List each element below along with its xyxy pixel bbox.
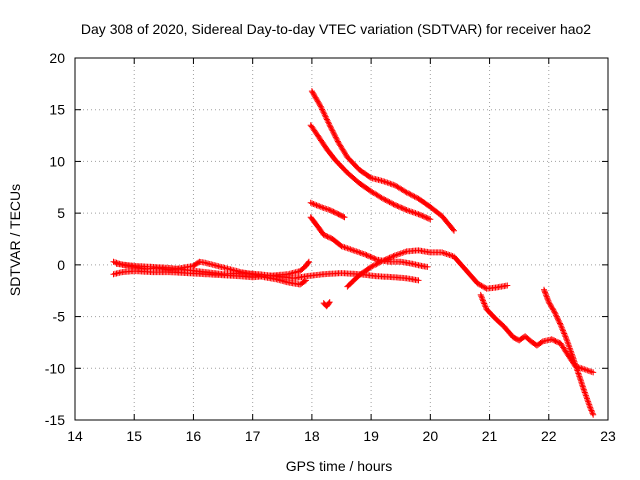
ticks: 14 15 16 17 18 19 20 21 22 23 -15 -10 -5 0 5 10 15 20 [45, 50, 616, 444]
x-tick-label: 14 [67, 428, 83, 444]
y-tick-label: 5 [57, 205, 65, 221]
x-tick-label: 22 [541, 428, 557, 444]
series-arc-9 [344, 247, 511, 292]
data-point-markers [308, 88, 457, 234]
y-tick-label: 20 [49, 50, 65, 66]
data-point-markers [344, 247, 511, 292]
x-tick-label: 21 [482, 428, 498, 444]
grid [75, 58, 608, 420]
data-marks [110, 88, 597, 418]
series-arc-3 [113, 260, 422, 284]
y-tick-label: -5 [53, 309, 66, 325]
x-tick-label: 15 [126, 428, 142, 444]
x-tick-label: 16 [186, 428, 202, 444]
series-arc-6 [307, 199, 348, 221]
series-arc-11 [541, 286, 597, 418]
x-tick-label: 17 [245, 428, 261, 444]
data-point-markers [307, 122, 434, 223]
series-arc-8 [320, 299, 333, 310]
x-tick-label: 20 [423, 428, 439, 444]
chart-title: Day 308 of 2020, Sidereal Day-to-day VTE… [81, 21, 591, 37]
data-point-markers [541, 286, 597, 418]
y-axis-title: SDTVAR / TECUs [7, 184, 23, 296]
y-tick-label: -10 [45, 360, 65, 376]
x-tick-label: 23 [600, 428, 616, 444]
data-point-markers [307, 199, 348, 221]
data-point-markers [113, 260, 422, 284]
plot-frame [74, 57, 609, 421]
y-tick-label: 0 [57, 257, 65, 273]
x-tick-label: 18 [304, 428, 320, 444]
series-arc-4 [308, 88, 457, 234]
x-tick-label: 19 [363, 428, 379, 444]
data-point-markers [320, 299, 333, 310]
series-arc-5 [307, 122, 434, 223]
y-tick-label: 15 [49, 102, 65, 118]
y-tick-label: 10 [49, 153, 65, 169]
x-axis-title: GPS time / hours [286, 458, 393, 474]
y-tick-label: -15 [45, 412, 65, 428]
